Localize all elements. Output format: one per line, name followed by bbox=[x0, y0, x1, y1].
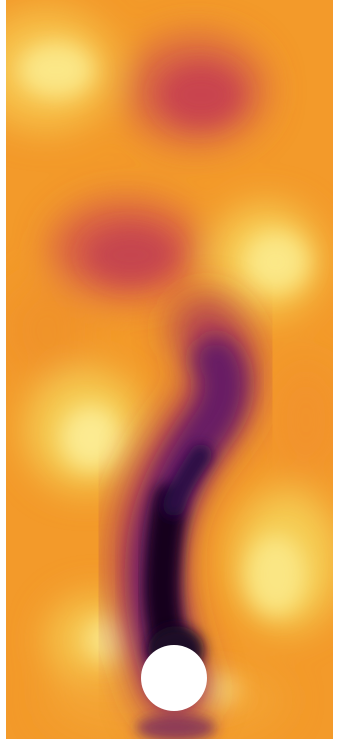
cylinder-obstacle bbox=[141, 645, 207, 711]
flow-field-image bbox=[6, 0, 333, 739]
bright-highlights bbox=[18, 42, 308, 708]
vortex-cores bbox=[89, 65, 241, 281]
stagnation-region bbox=[136, 714, 216, 739]
